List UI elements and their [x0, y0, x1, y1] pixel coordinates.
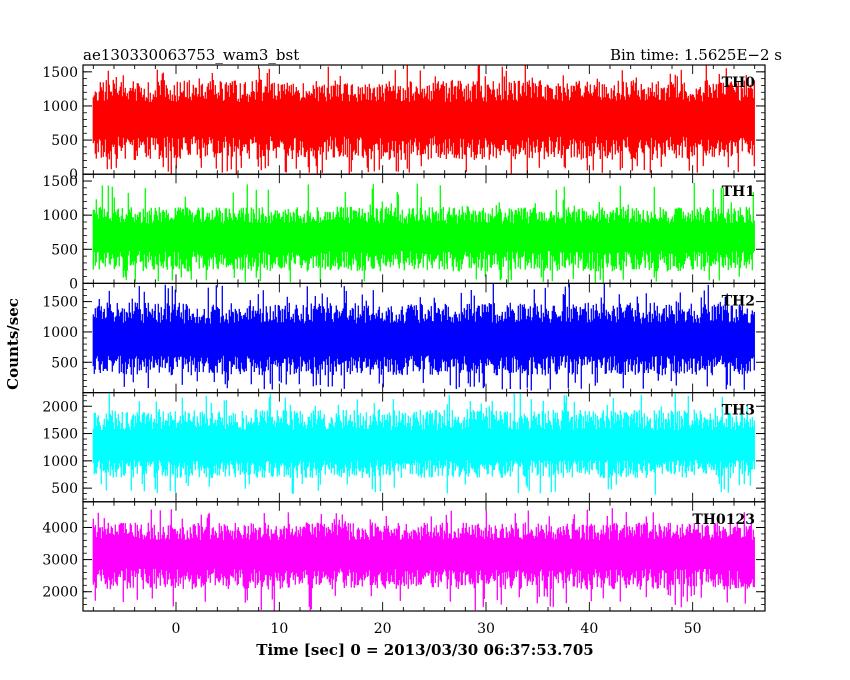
y-axis-label: Counts/sec	[4, 298, 22, 390]
y-tick-label: 2000	[42, 585, 78, 601]
y-tick-label: 1000	[42, 325, 78, 341]
panel-label-th2: TH2	[722, 293, 755, 309]
series-trace-th0	[92, 65, 755, 174]
series-trace-th0123	[92, 508, 755, 611]
panel-th0123: 2000 3000 4000 TH0123	[42, 501, 766, 612]
panel-th3: 500 1000 1500 2000 TH3	[42, 392, 766, 503]
panel-label-th3: TH3	[722, 403, 755, 419]
chart-title: ae130330063753_wam3_bst	[83, 46, 299, 64]
x-tick-label: 10	[270, 621, 288, 637]
y-tick-label: 0	[69, 276, 78, 292]
bin-time-label: Bin time: 1.5625E−2 s	[610, 46, 782, 64]
x-tick-label: 20	[374, 621, 392, 637]
x-tick-label: 30	[477, 621, 495, 637]
x-axis-label: Time [sec] 0 = 2013/03/30 06:37:53.705	[256, 641, 593, 659]
panel-label-th0: TH0	[722, 75, 756, 91]
y-tick-label: 1500	[42, 65, 78, 81]
y-tick-label: 1500	[42, 174, 78, 190]
panel-label-th1: TH1	[722, 184, 755, 200]
y-tick-label: 500	[51, 133, 78, 149]
y-tick-label: 0	[69, 167, 78, 183]
y-tick-label: 1000	[42, 454, 78, 470]
panels-group: 0 500 1000 1500 TH0 0 500 1000 1500 TH1 500 1000 150…	[42, 64, 766, 612]
y-tick-label: 1000	[42, 208, 78, 224]
series-trace-th3	[92, 393, 755, 495]
series-trace-th1	[92, 182, 755, 284]
panel-th0: 0 500 1000 1500 TH0	[42, 64, 766, 183]
x-tick-labels: 0 10 20 30 40 50	[172, 621, 702, 637]
y-tick-label: 3000	[42, 553, 78, 569]
y-tick-label: 500	[51, 481, 78, 497]
y-tick-label: 1000	[42, 99, 78, 115]
x-tick-label: 0	[172, 621, 181, 637]
y-tick-label: 1500	[42, 427, 78, 443]
x-tick-label: 40	[580, 621, 598, 637]
series-trace-th2	[92, 283, 755, 391]
x-tick-label: 50	[684, 621, 702, 637]
y-tick-label: 2000	[42, 399, 78, 415]
panel-th2: 500 1000 1500 TH2	[42, 282, 766, 394]
y-tick-label: 4000	[42, 520, 78, 536]
panel-th1: 0 500 1000 1500 TH1	[42, 173, 766, 292]
y-tick-label: 1500	[42, 295, 78, 311]
y-tick-label: 500	[51, 355, 78, 371]
panel-label-th0123: TH0123	[692, 512, 755, 528]
y-tick-label: 500	[51, 242, 78, 258]
